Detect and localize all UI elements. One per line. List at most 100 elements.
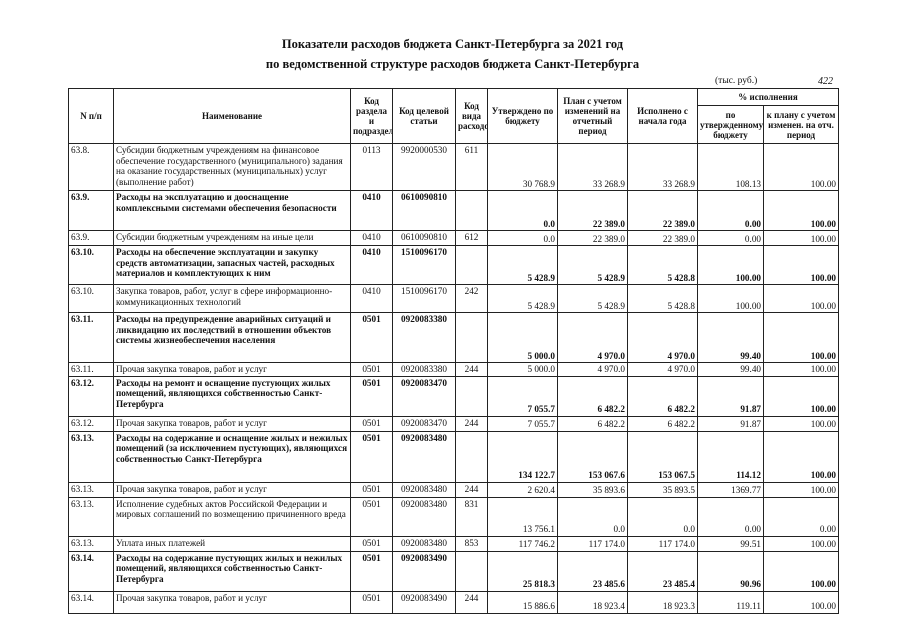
table-cell: Прочая закупка товаров, работ и услуг (113, 362, 351, 377)
col-header: План с учетом изменений на отчетный пери… (557, 88, 628, 144)
table-row: 63.13. Исполнение судебных актов Российск… (68, 496, 839, 537)
table-cell: 90.96 (697, 550, 764, 592)
col-header: Код целевой статьи (392, 88, 456, 144)
table-row: 63.8. Субсидии бюджетным учреждениям на ф… (68, 143, 839, 191)
table-cell: 33 268.9 (627, 143, 698, 191)
table-row: 63.13. Уплата иных платежей 0501 0920083480… (68, 535, 839, 552)
table-cell: 0920083480 (392, 430, 456, 483)
budget-table: N п/п Наименование Код раздела и подразд… (68, 88, 839, 614)
table-cell: 242 (455, 284, 488, 313)
table-cell: 100.00 (763, 362, 839, 377)
table-cell: 0920083480 (392, 481, 456, 498)
table-cell: 244 (455, 415, 488, 432)
table-cell: Закупка товаров, работ, услуг в сфере ин… (113, 284, 351, 313)
table-cell: Субсидии бюджетным учреждениям на иные ц… (113, 230, 351, 246)
table-cell: 100.00 (763, 190, 839, 231)
table-cell: 100.00 (763, 245, 839, 285)
table-cell: 0920083490 (392, 590, 456, 614)
table-cell: 0501 (350, 550, 393, 592)
table-cell: 100.00 (697, 245, 764, 285)
table-cell: 0920083380 (392, 312, 456, 363)
col-header: Наименование (113, 88, 351, 144)
table-cell: 100.00 (763, 481, 839, 498)
table-cell: 35 893.5 (627, 481, 698, 498)
table-cell: 5 428.9 (557, 245, 628, 285)
table-cell (455, 312, 488, 363)
table-cell: 63.11. (68, 312, 114, 363)
table-row: 63.11. Расходы на предупреждение аварийны… (68, 312, 839, 363)
table-cell: 0501 (350, 535, 393, 552)
table-cell: 0.0 (487, 190, 558, 231)
table-cell: 100.00 (763, 375, 839, 417)
table-cell: 30 768.9 (487, 143, 558, 191)
table-cell: 117 174.0 (557, 535, 628, 552)
table-cell: 0920083470 (392, 415, 456, 432)
table-cell: 0.00 (697, 230, 764, 246)
table-cell: 13 756.1 (487, 496, 558, 537)
table-cell (455, 550, 488, 592)
table-cell: 18 923.4 (557, 590, 628, 614)
table-cell: 18 923.3 (627, 590, 698, 614)
table-cell: 0610090810 (392, 230, 456, 246)
table-cell: 22 389.0 (557, 230, 628, 246)
table-cell: Расходы на содержание и оснащение жилых … (113, 430, 351, 483)
table-cell: Расходы на предупреждение аварийных ситу… (113, 312, 351, 363)
table-cell: 6 482.2 (557, 415, 628, 432)
table-cell: 7 055.7 (487, 375, 558, 417)
table-cell: 63.9. (68, 190, 114, 231)
table-cell: 63.12. (68, 375, 114, 417)
table-cell: 244 (455, 481, 488, 498)
table-cell: 853 (455, 535, 488, 552)
table-cell: 0410 (350, 284, 393, 313)
table-cell: Субсидии бюджетным учреждениям на финанс… (113, 143, 351, 191)
page-number: 422 (818, 76, 833, 87)
table-row: 63.14. Расходы на содержание пустующих жи… (68, 550, 839, 592)
table-cell: 91.87 (697, 415, 764, 432)
table-cell: 2 620.4 (487, 481, 558, 498)
table-cell: 0920083480 (392, 535, 456, 552)
table-cell: 25 818.3 (487, 550, 558, 592)
table-cell: 6 482.2 (627, 415, 698, 432)
table-cell: 5 000.0 (487, 362, 558, 377)
table-cell: 63.13. (68, 481, 114, 498)
table-cell: Расходы на содержание пустующих жилых и … (113, 550, 351, 592)
table-cell: 0.0 (627, 496, 698, 537)
table-cell: 22 389.0 (627, 230, 698, 246)
table-cell: 117 174.0 (627, 535, 698, 552)
col-header: Код вида расходов (455, 88, 488, 144)
table-cell: Прочая закупка товаров, работ и услуг (113, 415, 351, 432)
table-cell: 0501 (350, 590, 393, 614)
table-cell: 611 (455, 143, 488, 191)
table-cell: 0.0 (487, 230, 558, 246)
table-cell: 63.14. (68, 550, 114, 592)
table-cell: 6 482.2 (557, 375, 628, 417)
table-cell: 15 886.6 (487, 590, 558, 614)
table-cell: 100.00 (763, 415, 839, 432)
group-header: % исполнения (697, 88, 839, 106)
table-cell: 0920083380 (392, 362, 456, 377)
col-header: Код раздела и подраздела (350, 88, 393, 144)
table-cell: 9920000530 (392, 143, 456, 191)
table-cell: 63.13. (68, 496, 114, 537)
table-cell: 612 (455, 230, 488, 246)
table-cell: 5 428.9 (487, 245, 558, 285)
col-header: N п/п (68, 88, 114, 144)
table-cell: 100.00 (763, 590, 839, 614)
table-cell: 0501 (350, 375, 393, 417)
table-cell: 99.51 (697, 535, 764, 552)
table-cell (455, 430, 488, 483)
table-cell: 63.14. (68, 590, 114, 614)
table-cell: Уплата иных платежей (113, 535, 351, 552)
table-cell: 63.9. (68, 230, 114, 246)
table-cell: 5 428.9 (557, 284, 628, 313)
table-cell: 100.00 (763, 230, 839, 246)
table-cell: 831 (455, 496, 488, 537)
table-row: 63.13. Расходы на содержание и оснащение … (68, 430, 839, 483)
table-row: 63.14. Прочая закупка товаров, работ и ус… (68, 590, 839, 614)
table-cell: 23 485.4 (627, 550, 698, 592)
table-cell: Расходы на ремонт и оснащение пустующих … (113, 375, 351, 417)
table-cell: 1510096170 (392, 284, 456, 313)
table-row: 63.13. Прочая закупка товаров, работ и ус… (68, 481, 839, 498)
col-header: Утверждено по бюджету (487, 88, 558, 144)
